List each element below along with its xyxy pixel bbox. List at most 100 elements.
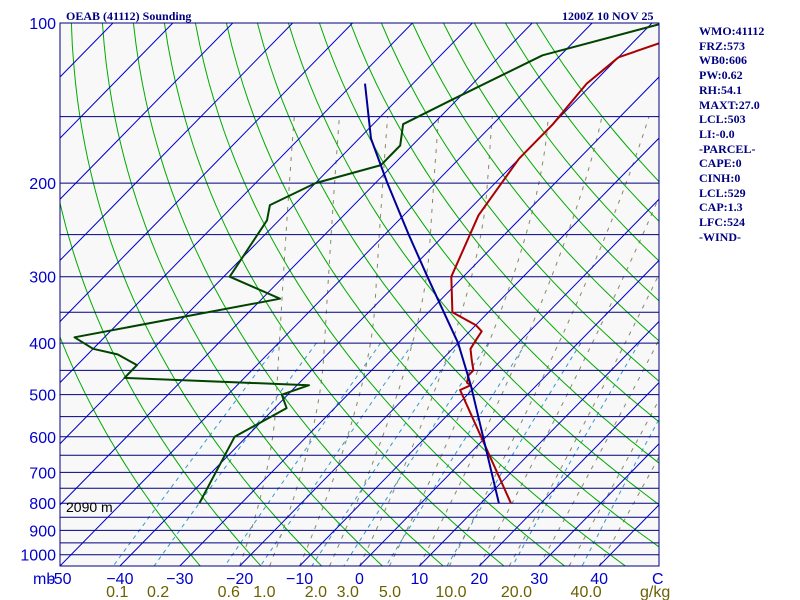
temp-tick-label: 10: [411, 571, 429, 588]
isotherm-line: [60, 23, 413, 384]
dry-adiabat-line: [287, 23, 659, 506]
dry-adiabat-line: [60, 200, 262, 566]
stat-pw: PW:0.62: [699, 68, 743, 83]
isotherm-line: [478, 381, 659, 566]
mixing-ratio-label: 40.0: [571, 584, 602, 600]
plot-background: [60, 23, 659, 566]
temp-tick-label: 30: [530, 571, 548, 588]
dry-adiabat-line: [442, 23, 659, 302]
grid-layer: [0, 23, 659, 566]
mixing-ratio-label: 0.6: [218, 584, 240, 600]
pressure-tick-label: 300: [29, 270, 56, 287]
series-parcel-line: [364, 83, 500, 504]
mixing-ratio-label: 20.0: [501, 584, 532, 600]
pressure-tick-label: 600: [29, 430, 56, 447]
pressure-tick-label: 1000: [20, 548, 56, 565]
temp-tick-label: −30: [166, 571, 193, 588]
mixing-ratio-line: [112, 342, 280, 566]
chart-title: OEAB (41112) Sounding: [66, 9, 191, 23]
dry-adiabat-line: [132, 23, 444, 566]
isotherm-line: [60, 23, 293, 262]
isotherm-line: [60, 23, 353, 323]
stat-cap: CAP:1.3: [699, 200, 743, 215]
stats-panel: WMO:41112 FRZ:573 WB0:606 PW:0.62 RH:54.…: [699, 24, 764, 245]
isotherm-line: [538, 443, 659, 566]
isotherm-line: [0, 23, 53, 566]
mixing-ratio-line: [512, 342, 640, 566]
dry-adiabat-line: [380, 23, 659, 382]
series-temperature-line: [450, 42, 659, 504]
temp-tick-label: 20: [470, 571, 488, 588]
pressure-tick-label: 100: [29, 16, 56, 33]
mixing-ratio-label: 0.1: [106, 584, 128, 600]
stat-parcel-header: -PARCEL-: [699, 141, 756, 156]
mixing-ratio-label: 10.0: [435, 584, 466, 600]
mixing-ratio-label: 0.2: [147, 584, 169, 600]
dry-adiabat-line: [349, 23, 659, 423]
dry-adiabat-line: [256, 23, 659, 548]
mixing-ratio-line: [311, 342, 460, 566]
pressure-tick-label: 700: [29, 465, 56, 482]
temp-unit-label: C: [652, 571, 664, 588]
mixing-ratio-line: [224, 342, 382, 566]
mixing-ratio-label: 5.0: [379, 584, 401, 600]
isotherm-line: [60, 23, 533, 506]
isotherm-line: [119, 23, 653, 566]
mixing-ratio-label: 1.0: [253, 584, 275, 600]
stat-lfc: LFC:524: [699, 215, 745, 230]
stat-wb0: WB0:606: [699, 53, 747, 68]
stat-frz: FRZ:573: [699, 38, 745, 53]
stat-wind-header: -WIND-: [699, 229, 741, 244]
isotherm-line: [299, 198, 659, 566]
temp-tick-label: −10: [286, 571, 313, 588]
stat-cape: CAPE:0: [699, 156, 742, 171]
pressure-tick-label: 500: [29, 388, 56, 405]
mixing-ratio-line: [385, 342, 527, 566]
dry-adiabat-line: [70, 23, 323, 566]
mixing-ratio-line: [446, 342, 582, 566]
pressure-unit-label: mb: [33, 571, 55, 588]
dry-adiabat-line: [473, 23, 659, 262]
mixing-ratio-line: [153, 342, 317, 566]
stat-wmo: WMO:41112: [699, 24, 765, 38]
pressure-tick-label: 900: [29, 523, 56, 540]
dry-adiabat-line: [163, 23, 505, 566]
mixing-ratio-label: 2.0: [305, 584, 327, 600]
temp-tick-label: 0: [355, 571, 364, 588]
temp-tick-label: 40: [590, 571, 608, 588]
temp-tick-label: −20: [226, 571, 253, 588]
isotherm-line: [60, 23, 174, 139]
temp-tick-label: −40: [106, 571, 133, 588]
pressure-tick-label: 800: [29, 496, 56, 513]
mixing-ratio-line: [343, 342, 489, 566]
mixing-ratio-label: 3.0: [337, 584, 359, 600]
isotherm-line: [359, 259, 659, 566]
stat-parcel-lcl: LCL:529: [699, 185, 746, 200]
dry-adiabat-line: [194, 23, 566, 566]
isotherm-line: [179, 76, 659, 566]
stat-maxt: MAXT:27.0: [699, 97, 760, 112]
mixing-ratio-line: [259, 342, 414, 566]
stat-cinh: CINH:0: [699, 171, 741, 186]
isotherm-line: [419, 320, 659, 566]
temp-tick-label: -50: [48, 571, 71, 588]
isotherm-line: [60, 23, 234, 200]
isotherm-line: [60, 23, 473, 445]
stat-li: LI:-0.0: [699, 126, 735, 141]
stat-lcl: LCL:503: [699, 112, 746, 127]
pressure-tick-label: 400: [29, 336, 56, 353]
series-layer: [73, 23, 659, 504]
dry-adiabat-line: [411, 23, 659, 342]
isotherm-line: [239, 137, 659, 566]
dry-adiabat-line: [318, 23, 659, 464]
mix-unit-label: g/kg: [640, 584, 670, 600]
stat-rh: RH:54.1: [699, 82, 742, 97]
series-dewpoint-line: [73, 23, 659, 504]
dry-adiabat-line: [60, 335, 201, 566]
isotherm-line: [60, 23, 593, 566]
chart-time: 1200Z 10 NOV 25: [562, 9, 653, 23]
pressure-tick-label: 200: [29, 176, 56, 193]
station-elevation-label: 2090 m: [66, 499, 113, 515]
